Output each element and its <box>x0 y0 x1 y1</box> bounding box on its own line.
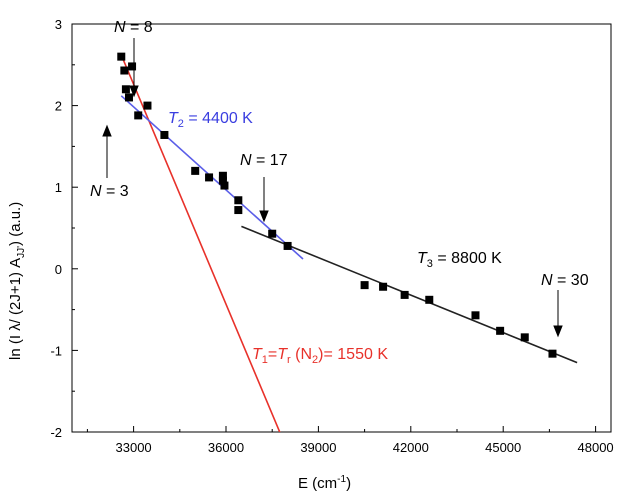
data-point <box>400 290 409 299</box>
data-point <box>120 66 129 75</box>
plot-area <box>71 23 612 433</box>
label-t1: T1=Tr (N2)= 1550 K <box>252 346 388 366</box>
x-tick-label: 36000 <box>208 440 244 455</box>
x-axis-ticks: 33000 36000 39000 42000 45000 48000 <box>86 426 614 455</box>
fit-line-0 <box>120 54 281 432</box>
y-tick-label: 2 <box>55 99 62 114</box>
y-axis-ticks: -2 -1 0 1 2 3 <box>50 17 78 440</box>
x-tick-label: 33000 <box>116 440 152 455</box>
data-point <box>234 206 243 215</box>
annotation-n30: N = 30 <box>541 272 589 289</box>
data-point <box>143 101 152 110</box>
annotation-n17: N = 17 <box>240 152 288 169</box>
data-point <box>548 349 557 358</box>
data-point <box>134 111 143 120</box>
annotation-n3: N = 3 <box>90 183 129 200</box>
x-tick-label: 48000 <box>578 440 614 455</box>
annotation-n8: N = 8 <box>114 19 153 36</box>
fit-line-2 <box>241 225 578 364</box>
x-tick-label: 45000 <box>485 440 521 455</box>
data-point <box>205 173 214 182</box>
data-point <box>234 196 243 205</box>
data-point <box>117 52 126 61</box>
x-tick-label: 42000 <box>393 440 429 455</box>
y-axis-title: ln (I λ/ (2J+1) AJJ') (a.u.) <box>7 202 27 360</box>
data-point <box>283 241 292 250</box>
arrow-n30-head <box>553 325 563 338</box>
data-point <box>520 333 529 342</box>
data-point <box>124 93 133 102</box>
y-tick-label: 1 <box>55 180 62 195</box>
y-tick-label: 0 <box>55 262 62 277</box>
data-point <box>379 282 388 291</box>
data-point <box>220 181 229 190</box>
data-point <box>218 171 227 180</box>
data-point <box>425 295 434 304</box>
arrow-n17-head <box>259 210 269 223</box>
arrows <box>102 38 563 338</box>
arrow-n3-head <box>102 124 112 137</box>
data-point <box>471 311 480 320</box>
arrow-n8-head <box>129 85 139 98</box>
data-point <box>121 85 130 94</box>
label-t3: T3 = 8800 K <box>417 250 502 270</box>
data-point <box>128 62 137 71</box>
data-points <box>117 52 557 358</box>
y-tick-label: -1 <box>50 343 62 358</box>
y-tick-label: 3 <box>55 17 62 32</box>
x-tick-label: 39000 <box>300 440 336 455</box>
data-point <box>191 166 200 175</box>
data-point <box>218 176 227 185</box>
data-point <box>268 229 277 238</box>
y-tick-label: -2 <box>50 425 62 440</box>
data-point <box>160 130 169 139</box>
label-t2: T2 = 4400 K <box>168 110 253 130</box>
data-point <box>496 326 505 335</box>
data-point <box>360 281 369 290</box>
x-axis-title: E (cm-1) <box>298 474 351 492</box>
